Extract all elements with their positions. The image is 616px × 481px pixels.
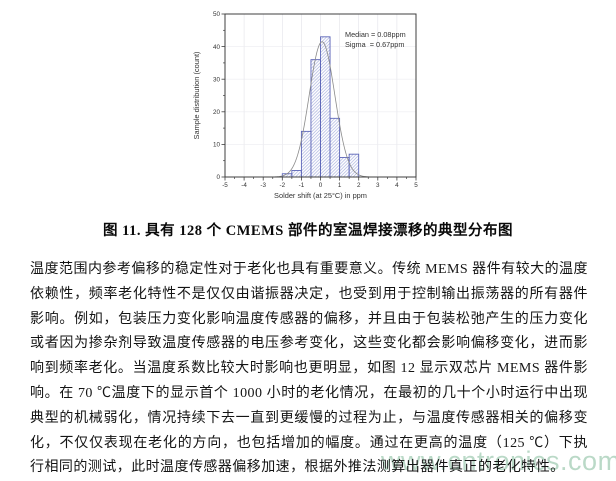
stat-annotation: Median = 0.08ppm bbox=[345, 30, 406, 39]
x-tick-label: 4 bbox=[395, 182, 399, 189]
x-tick-label: 3 bbox=[376, 182, 380, 189]
x-tick-label: -2 bbox=[279, 182, 285, 189]
histogram-chart: -5 -4 -3 -2 -1 0 1 2 3 4 5 0 10 20 30 40 50 Solder shift … bbox=[190, 4, 442, 206]
y-tick-label: 0 bbox=[216, 174, 220, 181]
histogram-bar bbox=[291, 170, 302, 178]
x-tick-label: 0 bbox=[319, 182, 323, 189]
y-axis-label: Sample distribution (count) bbox=[192, 52, 201, 140]
y-tick-label: 50 bbox=[213, 11, 221, 18]
x-tick-label: -4 bbox=[241, 182, 247, 189]
histogram-bar bbox=[339, 156, 350, 178]
x-tick-label: 5 bbox=[414, 182, 418, 189]
x-tick-label: -1 bbox=[299, 182, 305, 189]
body-paragraph: 温度范围内参考偏移的稳定性对于老化也具有重要意义。传统 MEMS 器件有较大的温… bbox=[30, 262, 588, 476]
histogram-bar bbox=[329, 117, 341, 178]
x-tick-label: -5 bbox=[222, 182, 228, 189]
y-tick-label: 30 bbox=[213, 76, 221, 83]
x-tick-label: 2 bbox=[357, 182, 361, 189]
watermark: www.cntronics.com bbox=[381, 446, 616, 476]
histogram-bar bbox=[300, 130, 312, 178]
y-tick-label: 40 bbox=[213, 44, 221, 51]
x-axis-label: Solder shift (at 25°C) in ppm bbox=[274, 191, 367, 200]
x-tick-label: -3 bbox=[260, 182, 266, 189]
figure-caption: 图 11. 具有 128 个 CMEMS 部件的室温焊接漂移的典型分布图 bbox=[103, 223, 513, 239]
stat-annotation: Sigma = 0.67ppm bbox=[345, 40, 404, 49]
x-tick-label: 1 bbox=[338, 182, 342, 189]
y-tick-label: 10 bbox=[213, 142, 221, 149]
y-tick-label: 20 bbox=[213, 109, 221, 116]
